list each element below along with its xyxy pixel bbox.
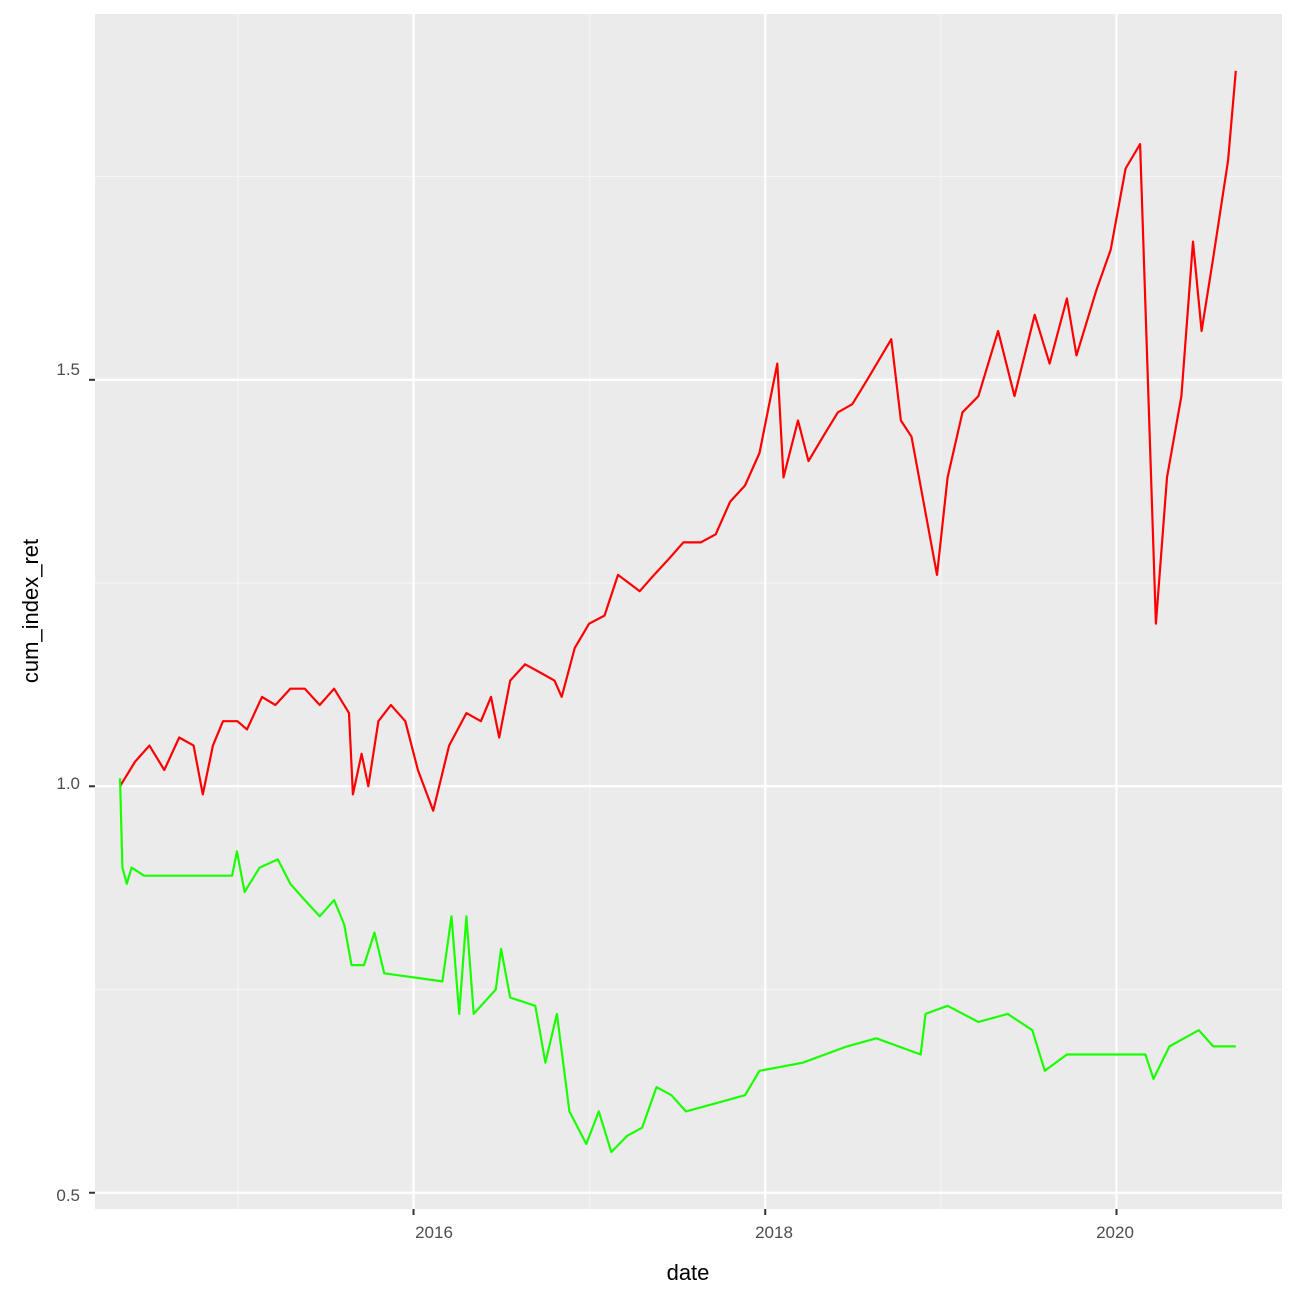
series-layer — [118, 70, 1237, 1154]
grid-minor-lines — [95, 14, 1282, 1209]
x-tick-labels: 2016 2018 2020 — [415, 1223, 1134, 1242]
x-tick-label: 2018 — [755, 1223, 793, 1242]
y-tick-label: 1.0 — [56, 774, 80, 793]
x-tick-label: 2020 — [1096, 1223, 1134, 1242]
x-axis-title: date — [667, 1260, 710, 1285]
y-tick-labels: 0.5 1.0 1.5 — [56, 360, 80, 1205]
x-tick-label: 2016 — [415, 1223, 453, 1242]
series-line-1 — [119, 70, 1237, 812]
plot-panel — [95, 14, 1282, 1209]
series-line-2 — [118, 778, 1236, 1154]
y-axis-title: cum_index_ret — [18, 539, 43, 683]
axis-ticks — [89, 378, 1118, 1215]
y-tick-label: 1.5 — [56, 360, 80, 379]
y-tick-label: 0.5 — [56, 1186, 80, 1205]
